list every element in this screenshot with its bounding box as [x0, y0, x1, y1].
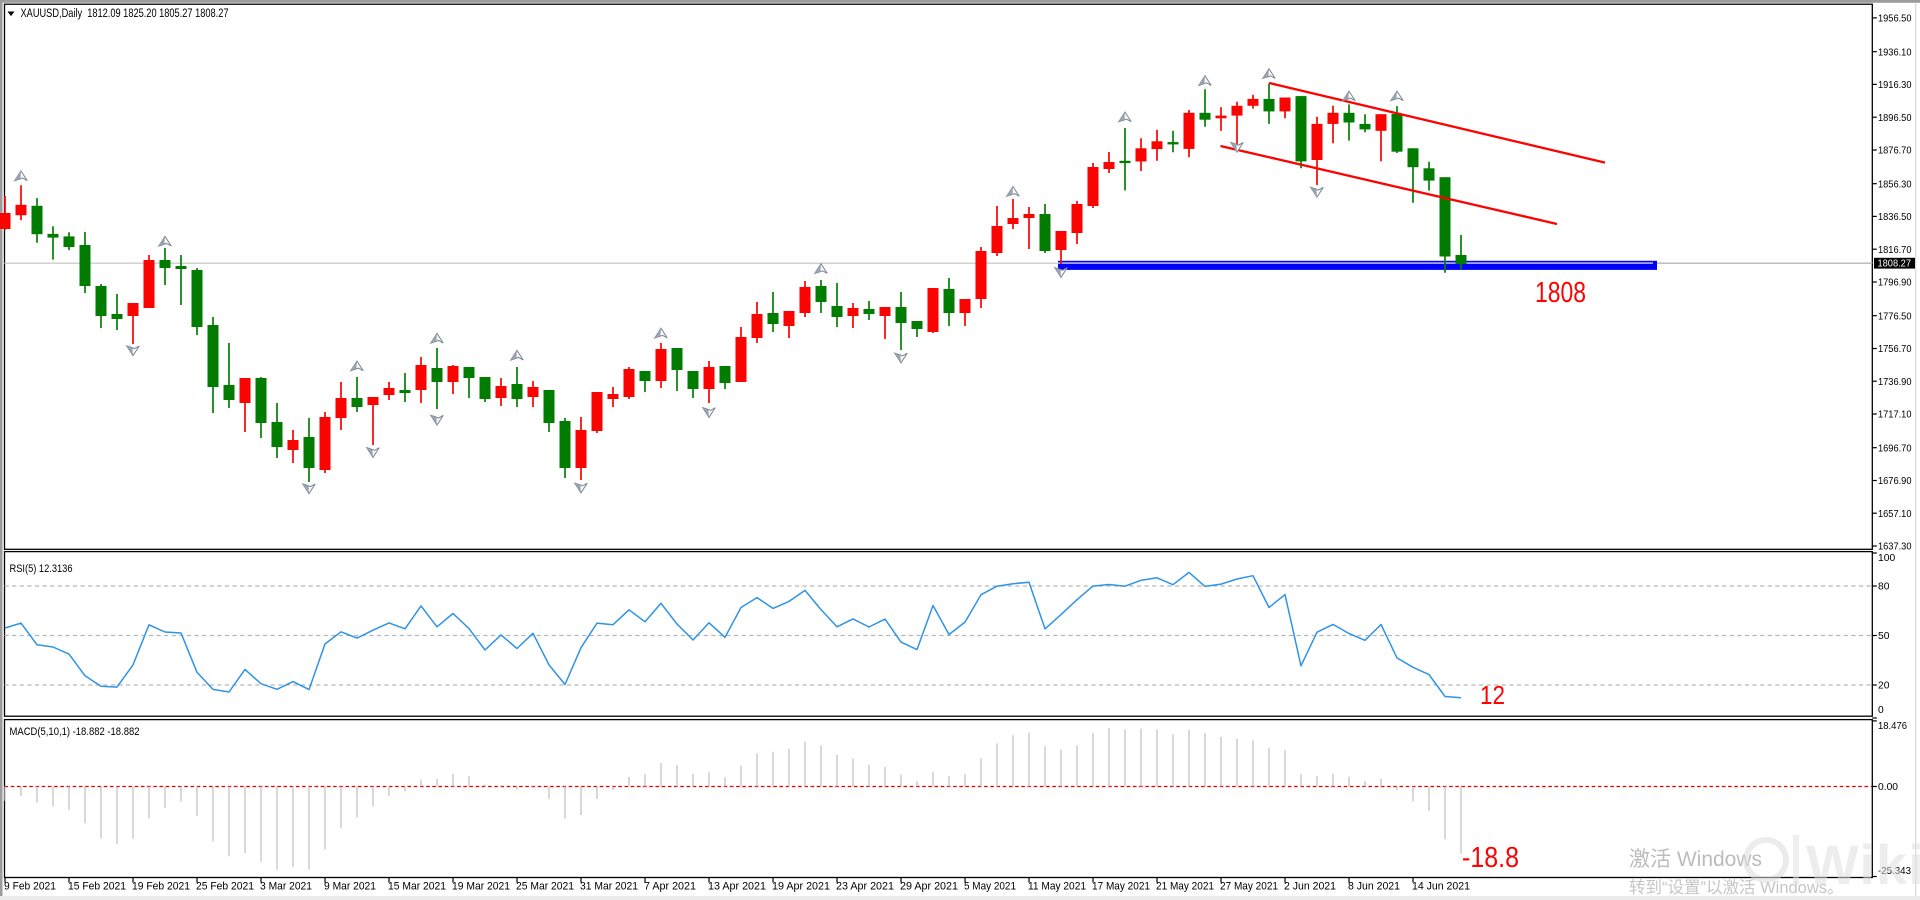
svg-text:1896.50: 1896.50	[1878, 113, 1912, 124]
svg-text:1808: 1808	[1535, 277, 1586, 309]
svg-text:9 Feb 2021: 9 Feb 2021	[4, 881, 56, 893]
svg-text:1637.30: 1637.30	[1878, 542, 1912, 553]
svg-text:27 May 2021: 27 May 2021	[1220, 881, 1278, 893]
svg-text:19 Apr 2021: 19 Apr 2021	[772, 881, 830, 893]
svg-text:100: 100	[1878, 553, 1895, 564]
svg-text:23 Apr 2021: 23 Apr 2021	[836, 881, 894, 893]
svg-text:1776.50: 1776.50	[1878, 311, 1912, 322]
svg-text:29 Apr 2021: 29 Apr 2021	[900, 881, 958, 893]
svg-text:1717.10: 1717.10	[1878, 410, 1912, 421]
svg-text:13 Apr 2021: 13 Apr 2021	[708, 881, 766, 893]
svg-text:9 Mar 2021: 9 Mar 2021	[324, 881, 376, 893]
svg-text:1936.10: 1936.10	[1878, 47, 1912, 58]
svg-text:50: 50	[1878, 631, 1890, 642]
svg-text:转到“设置”以激活 Windows。: 转到“设置”以激活 Windows。	[1629, 878, 1844, 897]
svg-text:15 Mar 2021: 15 Mar 2021	[388, 881, 446, 893]
svg-text:21 May 2021: 21 May 2021	[1156, 881, 1214, 893]
svg-text:-25.343: -25.343	[1878, 866, 1911, 877]
svg-text:80: 80	[1878, 582, 1890, 593]
svg-text:1816.70: 1816.70	[1878, 245, 1912, 256]
svg-text:1796.90: 1796.90	[1878, 278, 1912, 289]
svg-text:0.00: 0.00	[1878, 782, 1898, 793]
svg-text:3 Mar 2021: 3 Mar 2021	[260, 881, 312, 893]
svg-text:14 Jun 2021: 14 Jun 2021	[1412, 881, 1470, 893]
svg-text:25 Feb 2021: 25 Feb 2021	[196, 881, 254, 893]
svg-text:1916.30: 1916.30	[1878, 80, 1912, 91]
svg-text:19 Mar 2021: 19 Mar 2021	[452, 881, 510, 893]
svg-text:7 Apr 2021: 7 Apr 2021	[644, 881, 696, 893]
svg-text:8 Jun 2021: 8 Jun 2021	[1348, 881, 1400, 893]
svg-text:WikiFX: WikiFX	[1806, 833, 1920, 896]
svg-text:18.476: 18.476	[1878, 721, 1907, 732]
svg-text:20: 20	[1878, 681, 1890, 692]
svg-text:-18.8: -18.8	[1462, 842, 1519, 874]
svg-text:RSI(5) 12.3136: RSI(5) 12.3136	[10, 563, 73, 575]
svg-text:1676.90: 1676.90	[1878, 476, 1912, 487]
svg-text:15 Feb 2021: 15 Feb 2021	[68, 881, 126, 893]
svg-text:1836.50: 1836.50	[1878, 212, 1912, 223]
svg-text:19 Feb 2021: 19 Feb 2021	[132, 881, 190, 893]
svg-text:1808.27: 1808.27	[1878, 259, 1912, 270]
svg-text:1657.10: 1657.10	[1878, 509, 1912, 520]
svg-text:11 May 2021: 11 May 2021	[1028, 881, 1086, 893]
svg-text:0: 0	[1878, 705, 1884, 716]
svg-text:1756.70: 1756.70	[1878, 344, 1912, 355]
svg-text:25 Mar 2021: 25 Mar 2021	[516, 881, 574, 893]
svg-text:XAUUSD,Daily 1812.09 1825.20: XAUUSD,Daily 1812.09 1825.20 1805.27 180…	[21, 6, 229, 20]
svg-text:12: 12	[1480, 680, 1505, 710]
svg-text:MACD(5,10,1) -18.882 -18.882: MACD(5,10,1) -18.882 -18.882	[10, 726, 140, 738]
svg-text:5 May 2021: 5 May 2021	[964, 881, 1016, 893]
svg-text:1736.90: 1736.90	[1878, 377, 1912, 388]
svg-text:激活 Windows: 激活 Windows	[1629, 848, 1762, 871]
svg-text:1696.70: 1696.70	[1878, 443, 1912, 454]
svg-text:17 May 2021: 17 May 2021	[1092, 881, 1150, 893]
svg-text:1876.70: 1876.70	[1878, 146, 1912, 157]
svg-text:1956.50: 1956.50	[1878, 14, 1912, 25]
svg-text:31 Mar 2021: 31 Mar 2021	[580, 881, 638, 893]
svg-text:2 Jun 2021: 2 Jun 2021	[1284, 881, 1336, 893]
svg-text:1856.30: 1856.30	[1878, 179, 1912, 190]
